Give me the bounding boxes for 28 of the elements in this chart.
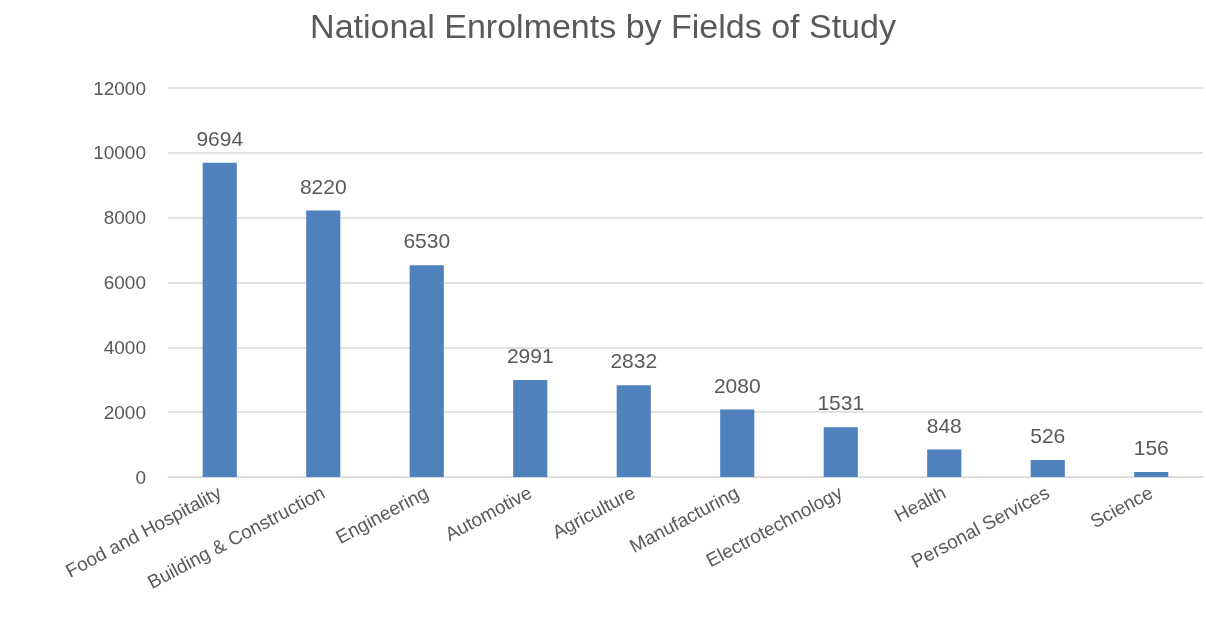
bar (1030, 459, 1065, 477)
data-label: 156 (1133, 435, 1169, 459)
data-label: 8220 (299, 174, 347, 198)
data-label: 848 (926, 413, 962, 437)
bar (513, 380, 548, 477)
y-tick-label: 4000 (103, 336, 146, 358)
chart-title: National Enrolments by Fields of Study (310, 7, 896, 45)
y-tick-label: 2000 (103, 401, 146, 423)
data-label: 1531 (817, 391, 865, 415)
y-tick-label: 0 (135, 466, 146, 488)
data-label: 2832 (610, 349, 658, 373)
bar (409, 265, 444, 477)
bar (1134, 471, 1169, 477)
y-tick-label: 10000 (93, 142, 146, 164)
bar (823, 427, 858, 477)
data-label: 9694 (196, 126, 244, 150)
bar (616, 385, 651, 477)
data-label: 2991 (506, 344, 554, 368)
y-tick-label: 8000 (103, 207, 146, 229)
bar (202, 162, 237, 477)
y-tick-label: 6000 (103, 272, 146, 293)
data-label: 6530 (403, 229, 451, 253)
bar (306, 210, 341, 477)
bar (720, 409, 755, 477)
data-label: 526 (1030, 423, 1066, 447)
y-tick-label: 12000 (93, 77, 146, 99)
data-label: 2080 (713, 373, 761, 397)
bar (927, 449, 962, 477)
